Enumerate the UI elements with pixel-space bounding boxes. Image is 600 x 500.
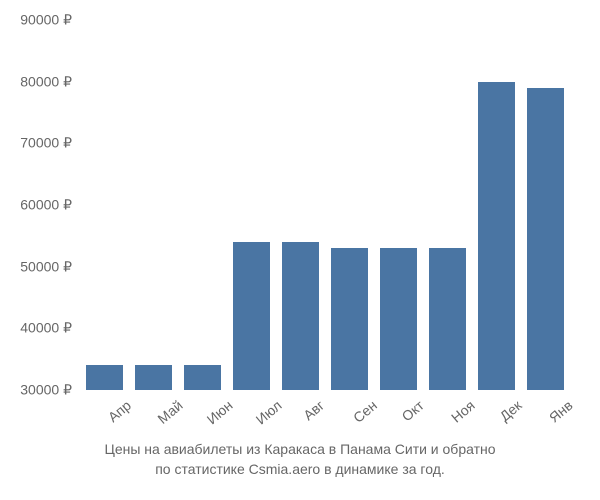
- bar: [86, 365, 123, 390]
- chart-plot-area: [80, 20, 570, 390]
- x-tick-label: Апр: [104, 397, 133, 425]
- y-tick-label: 80000 ₽: [20, 73, 72, 90]
- x-tick-label: Авг: [300, 397, 327, 423]
- bar: [429, 248, 466, 390]
- x-tick-label: Июн: [203, 397, 235, 427]
- y-tick-label: 50000 ₽: [20, 258, 72, 275]
- y-tick-label: 90000 ₽: [20, 12, 72, 29]
- x-tick-label: Май: [154, 397, 185, 427]
- caption-line-2: по статистике Csmia.aero в динамике за г…: [155, 461, 445, 477]
- bar: [233, 242, 270, 390]
- bar: [527, 88, 564, 390]
- bar: [331, 248, 368, 390]
- x-tick-label: Янв: [545, 397, 575, 426]
- bar: [184, 365, 221, 390]
- caption-line-1: Цены на авиабилеты из Каракаса в Панама …: [104, 441, 495, 457]
- y-tick-label: 40000 ₽: [20, 320, 72, 337]
- y-axis: 30000 ₽40000 ₽50000 ₽60000 ₽70000 ₽80000…: [0, 20, 80, 390]
- bars-container: [80, 20, 570, 390]
- bar: [478, 82, 515, 390]
- bar: [282, 242, 319, 390]
- x-tick-label: Ноя: [447, 397, 477, 426]
- bar: [380, 248, 417, 390]
- y-tick-label: 60000 ₽: [20, 197, 72, 214]
- x-tick-label: Сен: [349, 397, 379, 426]
- x-tick-label: Дек: [496, 397, 524, 424]
- chart-caption: Цены на авиабилеты из Каракаса в Панама …: [0, 440, 600, 479]
- bar: [135, 365, 172, 390]
- x-tick-label: Окт: [398, 397, 426, 424]
- y-tick-label: 70000 ₽: [20, 135, 72, 152]
- x-axis: АпрМайИюнИюлАвгСенОктНояДекЯнв: [80, 395, 570, 435]
- y-tick-label: 30000 ₽: [20, 382, 72, 399]
- x-tick-label: Июл: [252, 397, 284, 428]
